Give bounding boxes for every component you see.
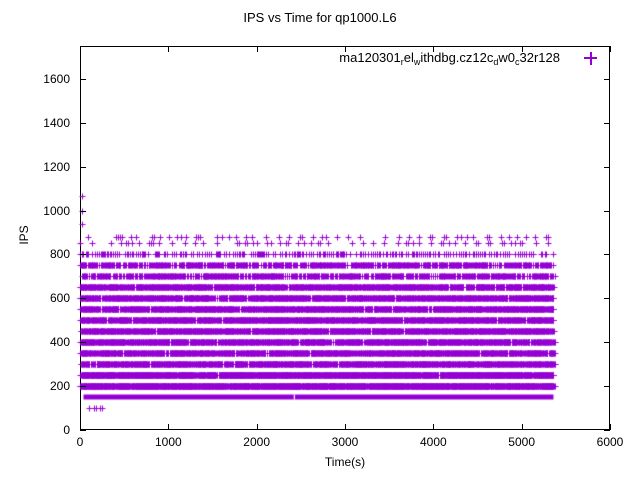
x-tick-mark bbox=[256, 46, 258, 52]
y-tick-mark bbox=[80, 210, 86, 212]
y-tick-mark bbox=[80, 342, 86, 344]
x-tick-mark bbox=[521, 46, 523, 52]
x-tick-mark bbox=[256, 424, 258, 430]
y-tick-mark bbox=[604, 342, 610, 344]
legend-marker-plus-icon bbox=[583, 51, 598, 66]
y-tick-mark bbox=[80, 430, 86, 431]
x-tick-mark bbox=[521, 424, 523, 430]
legend: ma120301relwithdbg.cz12cdw0c32r128 bbox=[250, 46, 610, 72]
legend-entry-label: ma120301relwithdbg.cz12cdw0c32r128 bbox=[339, 50, 560, 67]
y-tick-label: 800 bbox=[49, 247, 70, 262]
y-tick-mark bbox=[604, 122, 610, 124]
y-tick-label: 600 bbox=[49, 291, 70, 306]
x-tick-label: 3000 bbox=[331, 435, 359, 449]
y-tick-mark bbox=[80, 78, 86, 80]
y-tick-label: 1400 bbox=[43, 115, 70, 130]
y-tick-mark bbox=[80, 254, 86, 256]
y-tick-mark bbox=[80, 122, 86, 124]
x-tick-mark bbox=[168, 46, 170, 52]
y-tick-mark bbox=[604, 254, 610, 256]
x-tick-label: 4000 bbox=[419, 435, 447, 449]
y-tick-label: 1600 bbox=[43, 71, 70, 86]
page-title: IPS vs Time for qp1000.L6 bbox=[243, 10, 397, 25]
y-tick-mark bbox=[604, 78, 610, 80]
y-tick-mark bbox=[80, 298, 86, 300]
x-tick-mark bbox=[433, 46, 435, 52]
y-tick-mark bbox=[80, 166, 86, 168]
y-tick-mark bbox=[604, 386, 610, 388]
x-tick-mark bbox=[168, 424, 170, 430]
y-tick-mark bbox=[604, 430, 610, 431]
x-tick-label: 1000 bbox=[154, 435, 182, 449]
x-tick-mark bbox=[345, 46, 346, 52]
y-tick-label: 1000 bbox=[43, 203, 70, 218]
y-tick-mark bbox=[604, 166, 610, 168]
y-tick-label: 0 bbox=[63, 423, 70, 437]
y-tick-label: 400 bbox=[49, 335, 70, 350]
y-axis-label: IPS bbox=[17, 225, 31, 245]
y-tick-label: 200 bbox=[49, 379, 70, 394]
x-tick-mark bbox=[610, 424, 611, 430]
x-tick-mark bbox=[345, 424, 346, 430]
y-tick-label: 1200 bbox=[43, 159, 70, 174]
x-tick-label: 5000 bbox=[508, 435, 535, 449]
x-tick-mark bbox=[80, 46, 81, 52]
x-tick-mark bbox=[433, 424, 435, 430]
y-tick-mark bbox=[80, 386, 86, 388]
x-tick-label: 2000 bbox=[243, 435, 270, 449]
x-tick-label: 6000 bbox=[596, 435, 624, 449]
y-tick-mark bbox=[604, 210, 610, 212]
y-tick-mark bbox=[604, 298, 610, 300]
plot-area bbox=[80, 46, 610, 430]
x-axis-label: Time(s) bbox=[324, 455, 366, 469]
x-tick-label: 0 bbox=[76, 435, 84, 449]
x-tick-mark bbox=[80, 424, 81, 430]
x-tick-mark bbox=[610, 46, 611, 52]
